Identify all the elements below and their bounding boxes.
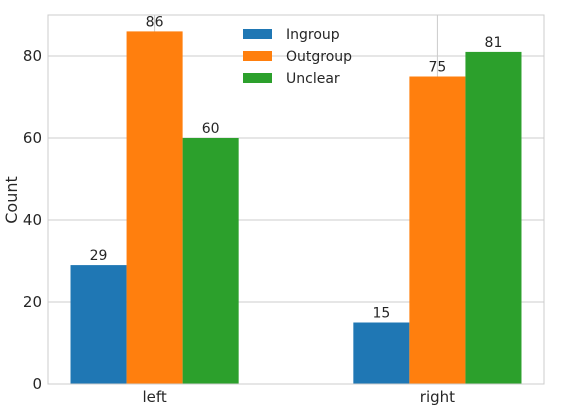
bar [70, 265, 127, 384]
bar-value-label: 60 [202, 121, 220, 137]
bar [126, 31, 183, 385]
bars-layer [70, 31, 522, 385]
y-tick-label: 0 [32, 375, 42, 393]
y-tick-label: 60 [23, 129, 42, 147]
legend-swatch [243, 29, 272, 39]
bar-value-label: 81 [485, 35, 503, 51]
y-tick-label: 40 [23, 211, 42, 229]
legend-label: Unclear [286, 71, 340, 87]
y-tick-label: 20 [23, 293, 42, 311]
legend-label: Outgroup [286, 49, 352, 65]
x-tick-label: left [142, 388, 166, 406]
bar-value-label: 75 [428, 60, 446, 76]
legend-swatch [243, 73, 272, 83]
legend: Ingroup Outgroup Unclear [243, 27, 352, 87]
axes-layer [47, 14, 545, 385]
legend-label: Ingroup [286, 27, 340, 43]
labels-layer: 0 20 40 60 80 left right 29 86 60 15 75 81 [23, 14, 502, 406]
y-axis-label: Count [2, 176, 21, 224]
bar [353, 322, 410, 384]
x-tick-label: right [420, 388, 455, 406]
y-tick-label: 80 [23, 47, 42, 65]
bar [465, 51, 522, 385]
bar-value-label: 29 [90, 248, 108, 264]
bar [182, 138, 239, 384]
bar-value-label: 15 [372, 306, 390, 322]
bar-value-label: 86 [146, 14, 164, 30]
plot-frame [47, 14, 545, 385]
bar [409, 76, 466, 384]
legend-swatch [243, 51, 272, 61]
